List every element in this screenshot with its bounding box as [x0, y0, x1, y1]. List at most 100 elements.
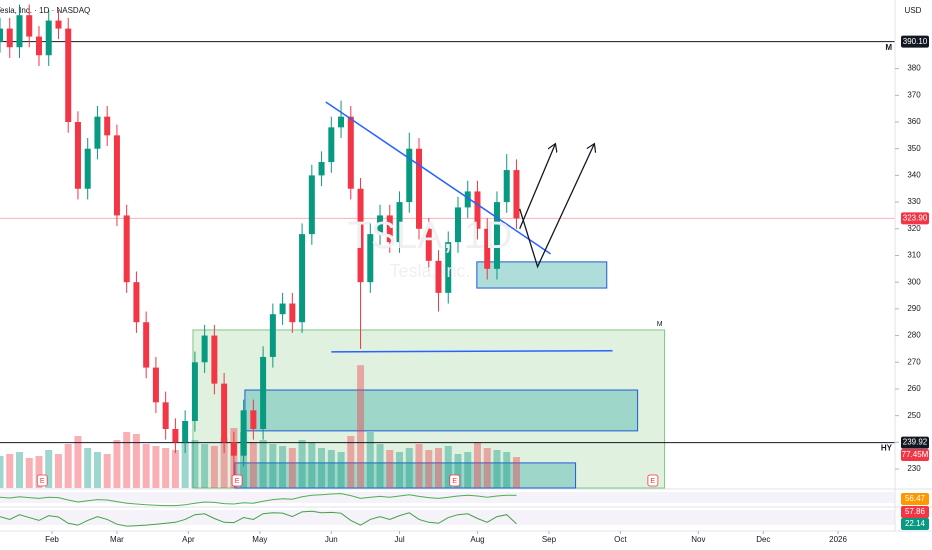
y-tick-label: 370 — [907, 90, 921, 99]
volume-bar — [45, 450, 53, 488]
event-marker — [231, 474, 243, 487]
candle-body — [289, 303, 296, 323]
candle-body — [454, 207, 461, 243]
candle-body — [484, 228, 491, 269]
candle-body — [211, 335, 218, 384]
candle-body — [308, 175, 315, 235]
candle-body — [113, 135, 120, 216]
volume-bar — [6, 454, 14, 488]
volume-bar — [444, 446, 452, 488]
x-tick-label: Aug — [470, 535, 484, 544]
volume-bar — [113, 440, 121, 488]
candle-body — [386, 215, 393, 243]
volume-bar — [512, 457, 520, 488]
volume-bar — [152, 446, 160, 488]
candle-body — [143, 322, 150, 368]
volume-bar — [327, 450, 335, 488]
arrow — [519, 144, 556, 230]
candle-body — [269, 314, 276, 357]
volume-bar — [405, 448, 413, 488]
candle-body — [84, 148, 91, 189]
volume-bar — [74, 436, 82, 488]
y-tick-label: 350 — [907, 144, 921, 153]
level-tag: M — [885, 43, 892, 52]
candle-body — [406, 148, 413, 203]
x-tick-label: May — [252, 535, 267, 544]
volume-bar — [425, 450, 433, 488]
x-tick-label: Nov — [691, 535, 705, 544]
event-label: E — [40, 478, 45, 485]
volume-bar — [123, 432, 131, 488]
level-tag: HY — [881, 444, 893, 453]
price-tag — [901, 518, 929, 530]
volume-bar — [435, 448, 443, 488]
candle-body — [94, 116, 101, 149]
event-marker — [449, 474, 461, 487]
candle-body — [104, 116, 111, 136]
candle-body — [45, 20, 52, 56]
price-tag — [901, 449, 929, 461]
volume-bar — [162, 448, 170, 488]
candle-body — [318, 162, 325, 176]
candle-body — [503, 170, 510, 203]
candle-body — [299, 234, 306, 323]
candle-body — [152, 367, 159, 403]
x-tick-label: Mar — [110, 535, 124, 544]
zone — [244, 389, 639, 432]
candle-body — [347, 116, 354, 189]
price-tag — [901, 493, 929, 505]
candle-body — [357, 188, 364, 283]
volume-bar — [181, 442, 189, 488]
x-tick-label: Jul — [394, 535, 404, 544]
volume-bar — [191, 440, 199, 488]
chart-title: Tesla, Inc. · 1D · NASDAQ — [0, 6, 90, 15]
y-tick-label: 310 — [907, 251, 921, 260]
candle-body — [221, 383, 228, 443]
y-tick-label: 250 — [907, 411, 921, 420]
price-tag-label: 22.14 — [905, 519, 926, 528]
volume-bar — [171, 450, 179, 488]
candle-body — [240, 410, 247, 456]
volume-bar — [84, 448, 92, 488]
candle-body — [182, 420, 189, 443]
candle-body — [74, 122, 81, 189]
watermark: TSLA, 1D — [348, 215, 513, 257]
price-tag — [901, 35, 929, 48]
candle-body — [279, 303, 286, 315]
candle-body — [416, 148, 423, 229]
volume-bar — [259, 440, 267, 488]
candle-body — [445, 242, 452, 293]
trendline — [325, 101, 551, 255]
volume-bar — [279, 446, 287, 488]
x-tick-label: Oct — [614, 535, 627, 544]
volume-bar — [0, 456, 4, 488]
candle-body — [464, 191, 471, 208]
candle-body — [35, 36, 42, 56]
price-tag — [901, 506, 929, 518]
candle-body — [367, 234, 374, 283]
x-tick-label: Feb — [45, 535, 59, 544]
volume-bar — [454, 454, 462, 488]
zone — [234, 462, 577, 489]
volume-bar — [308, 442, 316, 488]
volume-bar — [357, 365, 365, 488]
x-tick-label: Sep — [542, 535, 557, 544]
candle-body — [172, 429, 179, 443]
candle-body — [162, 402, 169, 430]
candle-body — [513, 170, 520, 219]
volume-bar — [366, 432, 374, 488]
volume-bar — [142, 444, 150, 488]
volume-bar — [376, 444, 384, 488]
event-marker — [647, 474, 659, 487]
volume-bar — [25, 458, 33, 488]
y-tick-label: 260 — [907, 384, 921, 393]
volume-bar — [347, 436, 355, 488]
candle-body — [230, 442, 237, 456]
volume-bar — [220, 438, 228, 488]
candle-body — [6, 28, 13, 48]
x-tick-label: Apr — [182, 535, 195, 544]
x-tick-label: Jun — [325, 535, 338, 544]
price-tag — [901, 436, 929, 449]
volume-bar — [93, 452, 101, 488]
